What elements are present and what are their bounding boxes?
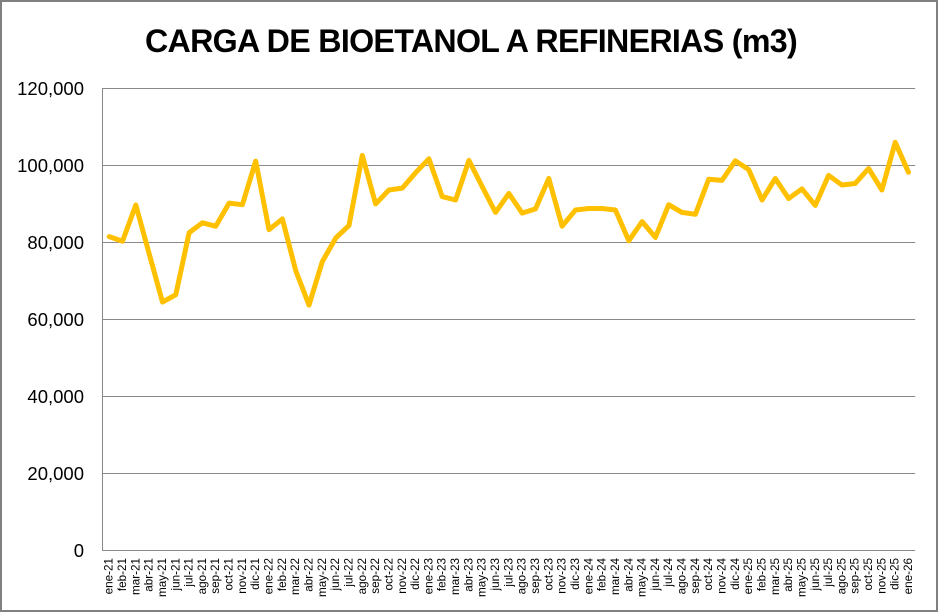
svg-text:feb-22: feb-22: [276, 558, 289, 591]
svg-text:nov-23: nov-23: [556, 558, 569, 594]
svg-text:40,000: 40,000: [27, 386, 84, 407]
svg-text:60,000: 60,000: [27, 309, 84, 330]
svg-text:oct-21: oct-21: [223, 558, 236, 590]
svg-text:nov-22: nov-22: [396, 558, 409, 594]
svg-text:dic-24: dic-24: [729, 558, 742, 590]
svg-text:may-25: may-25: [796, 558, 809, 597]
svg-text:may-23: may-23: [476, 558, 489, 597]
svg-text:80,000: 80,000: [27, 232, 84, 253]
svg-text:jul-21: jul-21: [183, 558, 196, 588]
svg-text:mar-21: mar-21: [129, 558, 142, 595]
svg-text:ago-23: ago-23: [516, 558, 529, 594]
svg-text:feb-24: feb-24: [596, 558, 609, 592]
svg-text:may-21: may-21: [156, 558, 169, 597]
svg-text:oct-23: oct-23: [542, 558, 555, 590]
svg-text:jul-23: jul-23: [502, 558, 515, 588]
svg-text:oct-24: oct-24: [702, 558, 715, 591]
svg-text:may-24: may-24: [636, 558, 649, 597]
svg-text:jun-23: jun-23: [489, 558, 502, 592]
svg-text:0: 0: [74, 540, 84, 561]
svg-text:oct-25: oct-25: [862, 558, 875, 591]
svg-text:ago-22: ago-22: [356, 558, 369, 594]
svg-text:jun-22: jun-22: [329, 558, 342, 592]
svg-text:120,000: 120,000: [17, 78, 84, 99]
svg-text:100,000: 100,000: [17, 155, 84, 176]
svg-text:jul-24: jul-24: [662, 558, 675, 588]
svg-text:mar-24: mar-24: [609, 558, 622, 596]
svg-text:abr-21: abr-21: [143, 558, 156, 592]
svg-text:sep-25: sep-25: [849, 558, 862, 594]
svg-text:feb-21: feb-21: [116, 558, 129, 591]
svg-text:feb-25: feb-25: [756, 558, 769, 592]
svg-text:dic-22: dic-22: [409, 558, 422, 590]
svg-text:sep-23: sep-23: [529, 558, 542, 594]
svg-text:ene-26: ene-26: [902, 558, 915, 594]
svg-text:jul-22: jul-22: [343, 558, 356, 588]
svg-text:mar-22: mar-22: [289, 558, 302, 595]
svg-text:mar-25: mar-25: [769, 558, 782, 596]
svg-text:ene-24: ene-24: [582, 558, 595, 595]
svg-text:sep-21: sep-21: [209, 558, 222, 594]
svg-text:oct-22: oct-22: [382, 558, 395, 590]
svg-text:feb-23: feb-23: [436, 558, 449, 591]
svg-text:sep-24: sep-24: [689, 558, 702, 594]
svg-text:nov-21: nov-21: [236, 558, 249, 594]
svg-text:dic-21: dic-21: [249, 558, 262, 590]
svg-text:ago-21: ago-21: [196, 558, 209, 594]
svg-text:jul-25: jul-25: [822, 558, 835, 588]
svg-text:dic-23: dic-23: [569, 558, 582, 590]
svg-text:abr-23: abr-23: [462, 558, 475, 592]
svg-text:sep-22: sep-22: [369, 558, 382, 594]
svg-text:nov-24: nov-24: [716, 558, 729, 594]
svg-text:nov-25: nov-25: [875, 558, 888, 594]
svg-text:ene-25: ene-25: [742, 558, 755, 595]
svg-text:ene-21: ene-21: [103, 558, 116, 594]
svg-text:CARGA DE BIOETANOL A REFINERIA: CARGA DE BIOETANOL A REFINERIAS (m3): [145, 23, 797, 59]
svg-text:ene-22: ene-22: [263, 558, 276, 594]
svg-text:may-22: may-22: [316, 558, 329, 597]
svg-text:abr-22: abr-22: [303, 558, 316, 592]
svg-text:ago-25: ago-25: [835, 558, 848, 595]
svg-text:20,000: 20,000: [27, 463, 84, 484]
svg-text:dic-25: dic-25: [889, 558, 902, 590]
svg-text:jun-21: jun-21: [169, 558, 182, 592]
svg-text:ago-24: ago-24: [676, 558, 689, 595]
svg-text:ene-23: ene-23: [422, 558, 435, 594]
svg-text:abr-25: abr-25: [782, 558, 795, 592]
svg-text:jun-24: jun-24: [649, 558, 662, 592]
svg-text:abr-24: abr-24: [622, 558, 635, 592]
svg-text:mar-23: mar-23: [449, 558, 462, 595]
svg-text:jun-25: jun-25: [809, 558, 822, 592]
